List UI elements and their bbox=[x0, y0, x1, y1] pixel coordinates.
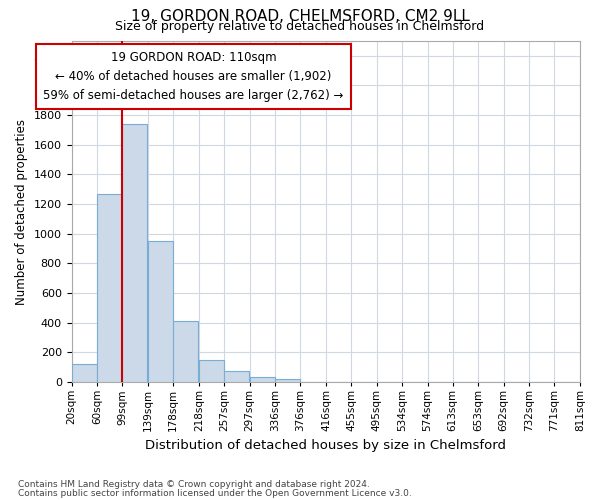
Text: Contains public sector information licensed under the Open Government Licence v3: Contains public sector information licen… bbox=[18, 488, 412, 498]
Bar bbox=[224, 371, 249, 382]
Text: Size of property relative to detached houses in Chelmsford: Size of property relative to detached ho… bbox=[115, 20, 485, 33]
Bar bbox=[173, 320, 198, 382]
Text: 19, GORDON ROAD, CHELMSFORD, CM2 9LL: 19, GORDON ROAD, CHELMSFORD, CM2 9LL bbox=[131, 9, 469, 24]
X-axis label: Distribution of detached houses by size in Chelmsford: Distribution of detached houses by size … bbox=[145, 440, 506, 452]
Text: 19 GORDON ROAD: 110sqm
← 40% of detached houses are smaller (1,902)
59% of semi-: 19 GORDON ROAD: 110sqm ← 40% of detached… bbox=[43, 51, 344, 102]
Text: Contains HM Land Registry data © Crown copyright and database right 2024.: Contains HM Land Registry data © Crown c… bbox=[18, 480, 370, 489]
Bar bbox=[250, 377, 275, 382]
Y-axis label: Number of detached properties: Number of detached properties bbox=[15, 118, 28, 304]
Bar bbox=[199, 360, 224, 382]
Bar bbox=[122, 124, 148, 382]
Bar bbox=[275, 379, 300, 382]
Bar bbox=[97, 194, 122, 382]
Bar bbox=[148, 241, 173, 382]
Bar bbox=[71, 364, 97, 382]
